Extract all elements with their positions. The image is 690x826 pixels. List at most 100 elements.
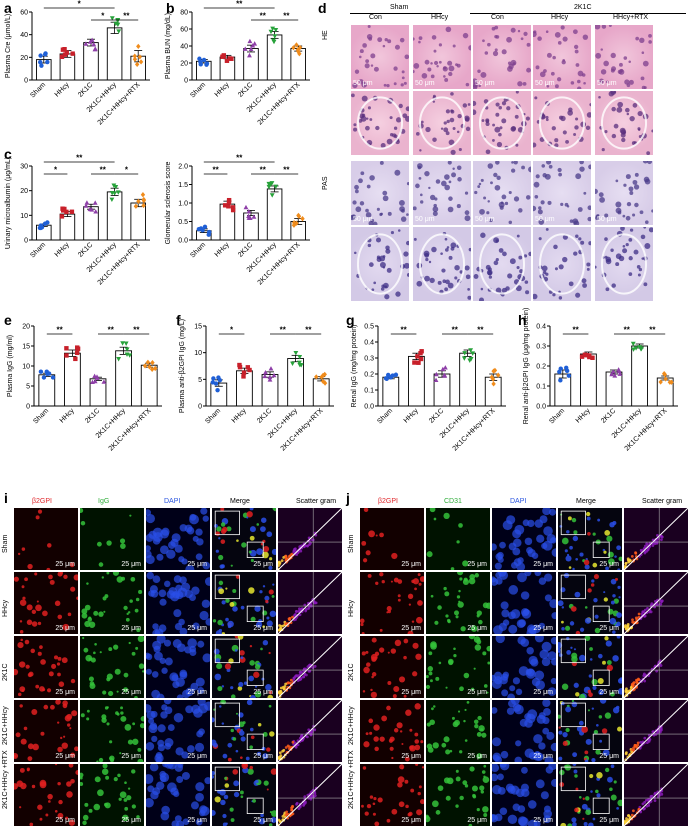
scale-bar-label: 25 μm (253, 753, 273, 760)
data-point-Sham (38, 369, 44, 374)
data-point-2K1C+HHcy+RTX (134, 61, 140, 68)
fluorescence-image: 25 μm (80, 636, 144, 698)
histology-image: 50 μm (594, 24, 654, 90)
data-point-HHcy (74, 350, 80, 356)
fluorescence-image: 25 μm (426, 636, 490, 698)
histo-col-label: HHcy (551, 14, 569, 21)
data-point-2K1C (433, 377, 439, 383)
if-row-label: Sham (2, 534, 9, 553)
data-point-HHcy (230, 207, 236, 213)
y-axis-label: Plasma Cre (μmol/L) (5, 14, 12, 78)
x-tick-label: 2K1C+HHcy+RTX (97, 81, 142, 126)
data-point-2K1C+HHcy+RTX (141, 196, 146, 203)
y-tick-label: 0.0 (536, 404, 546, 411)
scale-bar-label: 25 μm (253, 817, 273, 824)
data-point-HHcy (73, 356, 78, 362)
data-point-Sham (558, 378, 563, 383)
scale-bar-label: 50 μm (597, 80, 617, 87)
data-point-2K1C (91, 41, 97, 47)
bar-2K1C+HHcy+RTX (140, 364, 158, 407)
data-point-Sham (204, 61, 210, 66)
scale-bar-label: 25 μm (121, 753, 141, 760)
scatter-gram (624, 764, 688, 826)
data-point-2K1C+HHcy (269, 193, 275, 198)
data-point-2K1C (267, 377, 273, 382)
scale-bar-label: 50 μm (415, 80, 435, 87)
data-point-2K1C+HHcy+RTX (150, 360, 155, 366)
data-point-2K1C+HHcy+RTX (291, 220, 297, 226)
x-tick-label: Sham (548, 407, 566, 425)
data-point-2K1C+HHcy+RTX (132, 53, 137, 59)
data-point-2K1C+HHcy (290, 361, 295, 367)
significance-label: ** (283, 12, 290, 21)
if-row-label: 2K1C+HHcy (348, 706, 355, 745)
data-point-HHcy (584, 353, 589, 358)
data-point-Sham (217, 378, 223, 383)
x-tick-label: HHcy (214, 241, 231, 258)
data-point-2K1C+HHcy (631, 347, 636, 352)
histo-col-label: Con (491, 14, 504, 21)
data-point-2K1C+HHcy (268, 29, 274, 35)
chart-c-urinary-microalbumin: 0 10 20 30 Urinary microalbumin (μg/mL) Sham H… (5, 154, 150, 286)
scale-bar-label: 25 μm (533, 753, 553, 760)
data-point-HHcy (70, 51, 75, 56)
significance-label: ** (260, 166, 267, 175)
histology-image: 50 μm (472, 24, 532, 90)
significance-label: ** (76, 154, 83, 163)
scale-bar-label: 25 μm (467, 689, 487, 696)
if-column-label: Scatter gram (296, 498, 337, 505)
y-axis-label: Plasma BUN (mg/dL) (165, 13, 172, 79)
data-point-2K1C (267, 374, 273, 380)
data-point-2K1C (610, 369, 616, 374)
scale-bar-label: 25 μm (55, 753, 75, 760)
y-tick-label: 0 (198, 404, 202, 411)
histology-image: 50 μm (350, 160, 410, 226)
if-row-label: HHcy (2, 599, 9, 617)
y-axis-label: Renal anti-β2GPI IgG (μg/mg protein) (523, 308, 530, 425)
y-tick-label: 20 (20, 188, 28, 195)
x-tick-label: Sham (189, 81, 207, 99)
data-point-Sham (386, 372, 391, 378)
data-point-2K1C+HHcy (266, 184, 272, 190)
y-tick-label: 60 (180, 27, 188, 34)
x-tick-label: Sham (29, 81, 47, 99)
x-tick-label: HHcy (54, 81, 71, 98)
fluorescence-image: 25 μm (80, 700, 144, 762)
data-point-2K1C+HHcy (271, 38, 276, 43)
data-point-2K1C (609, 371, 615, 377)
scale-bar-label: 25 μm (533, 561, 553, 568)
y-tick-label: 0.5 (178, 219, 188, 226)
histology-image (594, 226, 654, 302)
if-row-label: 2K1C+HHcy +RTX (2, 750, 9, 809)
if-row-label: 2K1C+HHcy +RTX (348, 750, 355, 809)
fluorescence-image: 25 μm (80, 572, 144, 634)
significance-label: * (54, 166, 58, 175)
histology-image: 50 μm (412, 24, 472, 90)
x-tick-label: Sham (376, 407, 394, 425)
fluorescence-image: 25 μm (80, 764, 144, 826)
scale-bar-label: 50 μm (415, 216, 435, 223)
panel-letter-a: a (4, 0, 12, 16)
if-column-label: DAPI (164, 498, 181, 505)
scale-bar-label: 25 μm (599, 561, 619, 568)
data-point-2K1C+HHcy+RTX (296, 212, 301, 219)
data-point-HHcy (64, 346, 69, 351)
if-column-label: β2GPI (378, 498, 398, 505)
bar-2K1C+HHcy (106, 27, 123, 81)
data-point-HHcy (590, 355, 595, 360)
data-point-Sham (41, 375, 47, 380)
scale-bar-label: 25 μm (253, 625, 273, 632)
y-tick-label: 0.1 (536, 384, 546, 391)
histology-image: 50 μm (350, 24, 410, 90)
histology-image (472, 90, 532, 156)
data-point-Sham (566, 373, 572, 378)
significance-label: ** (236, 154, 243, 163)
data-point-2K1C (612, 373, 618, 378)
y-tick-label: 0.3 (364, 356, 374, 363)
x-tick-label: Sham (189, 241, 207, 259)
data-point-HHcy (69, 209, 75, 214)
panel-letter-e: e (4, 312, 12, 328)
significance-label: ** (123, 12, 130, 21)
histology-image (412, 226, 472, 302)
fluorescence-image: 25 μm (492, 700, 556, 762)
